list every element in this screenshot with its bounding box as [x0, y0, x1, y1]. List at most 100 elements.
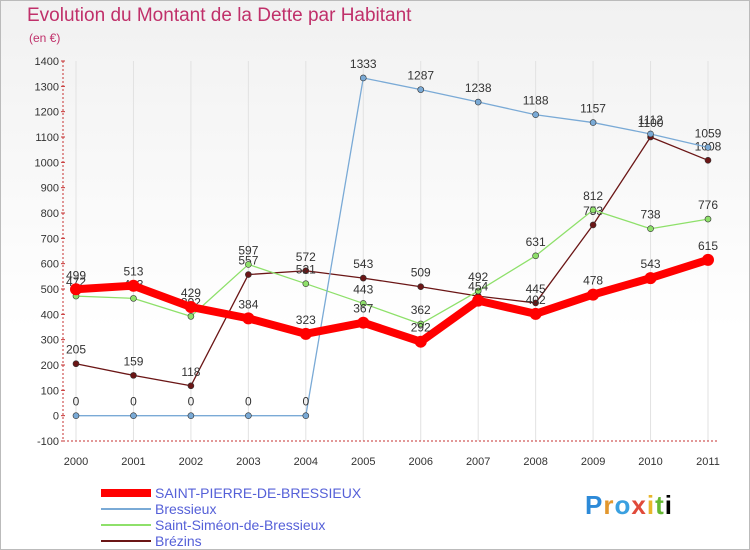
x-tick-label: 2006 — [408, 456, 432, 468]
data-point-brezins — [532, 299, 539, 307]
y-tick-label: 400 — [41, 309, 59, 321]
data-label-saint-pierre-de-bressieux: 499 — [66, 268, 86, 282]
data-point-saint-pierre-de-bressieux — [299, 327, 312, 340]
proxiti-logo: Proxiti — [585, 490, 673, 521]
series-line-bressieux — [75, 77, 709, 417]
logo-letter: o — [614, 490, 632, 520]
data-point-saint-simeon-de-bressieux — [302, 280, 310, 287]
data-point-saint-pierre-de-bressieux — [127, 279, 140, 292]
chart-unit: (en €) — [29, 31, 61, 45]
data-point-bressieux — [532, 111, 539, 119]
y-tick-label: 0 — [53, 411, 59, 423]
data-label-saint-simeon-de-bressieux: 812 — [583, 189, 603, 203]
logo-letter: P — [585, 490, 604, 520]
data-label-saint-pierre-de-bressieux: 323 — [296, 313, 316, 327]
data-label-saint-simeon-de-bressieux: 443 — [353, 282, 373, 296]
data-point-bressieux — [302, 412, 310, 419]
data-label-brezins: 557 — [238, 254, 258, 268]
data-label-bressieux: 1287 — [407, 69, 434, 83]
y-tick-label: 100 — [41, 385, 59, 397]
data-label-bressieux: 1333 — [350, 57, 377, 71]
data-label-saint-pierre-de-bressieux: 402 — [526, 293, 546, 307]
data-label-bressieux: 1112 — [638, 113, 663, 127]
data-label-bressieux: 1188 — [523, 94, 549, 108]
data-point-saint-pierre-de-bressieux — [644, 272, 657, 285]
data-label-brezins: 543 — [353, 257, 373, 271]
series-line-saint-pierre-de-bressieux — [72, 255, 712, 346]
x-tick-label: 2004 — [294, 456, 318, 468]
chart-legend: SAINT-PIERRE-DE-BRESSIEUX Bressieux Saint-… — [101, 485, 361, 549]
series-line-saint-simeon-de-bressieux — [75, 209, 709, 325]
data-label-saint-simeon-de-bressieux: 738 — [641, 208, 661, 222]
data-point-saint-pierre-de-bressieux — [529, 307, 542, 320]
data-point-saint-pierre-de-bressieux — [357, 316, 370, 329]
data-label-bressieux: 0 — [188, 395, 195, 409]
legend-swatch — [101, 540, 151, 542]
data-label-saint-pierre-de-bressieux: 615 — [698, 239, 718, 253]
data-point-brezins — [187, 382, 195, 390]
legend-item: SAINT-PIERRE-DE-BRESSIEUX — [101, 485, 361, 501]
legend-swatch — [101, 524, 151, 526]
data-point-saint-simeon-de-bressieux — [187, 313, 195, 320]
y-tick-label: 800 — [41, 208, 59, 220]
data-label-bressieux: 1059 — [695, 126, 722, 140]
data-label-saint-simeon-de-bressieux: 597 — [238, 243, 258, 257]
data-label-saint-pierre-de-bressieux: 292 — [411, 321, 431, 335]
logo-letter: i — [664, 490, 673, 520]
data-label-saint-pierre-de-bressieux: 367 — [353, 302, 373, 316]
x-tick-label: 2009 — [581, 456, 605, 468]
x-tick-label: 2001 — [121, 456, 145, 468]
data-label-brezins: 118 — [181, 365, 200, 379]
data-label-saint-pierre-de-bressieux: 513 — [123, 265, 143, 279]
data-point-bressieux — [417, 86, 425, 93]
x-tick-label: 2005 — [351, 456, 375, 468]
data-label-bressieux: 0 — [73, 395, 80, 409]
data-point-brezins — [72, 360, 80, 368]
y-tick-label: 600 — [41, 259, 59, 271]
data-point-saint-pierre-de-bressieux — [242, 312, 255, 325]
data-point-bressieux — [359, 74, 367, 82]
series-line-brezins — [75, 136, 709, 387]
legend-label: SAINT-PIERRE-DE-BRESSIEUX — [155, 485, 362, 501]
logo-letter: r — [603, 490, 615, 520]
legend-label: Saint-Siméon-de-Bressieux — [155, 517, 326, 533]
data-point-saint-pierre-de-bressieux — [702, 253, 714, 266]
legend-item: Brézins — [101, 533, 361, 549]
data-point-saint-simeon-de-bressieux — [532, 252, 539, 260]
data-point-saint-simeon-de-bressieux — [589, 206, 597, 214]
legend-item: Bressieux — [101, 501, 361, 517]
y-tick-label: 1200 — [35, 107, 59, 119]
data-point-bressieux — [704, 144, 712, 151]
data-label-saint-simeon-de-bressieux: 492 — [468, 270, 488, 284]
y-tick-label: 1400 — [35, 56, 59, 68]
y-tick-label: 1000 — [35, 157, 59, 169]
data-label-saint-pierre-de-bressieux: 478 — [583, 274, 603, 288]
data-label-brezins: 509 — [411, 266, 431, 280]
data-point-saint-simeon-de-bressieux — [647, 225, 654, 233]
y-tick-label: 900 — [41, 183, 59, 195]
data-point-saint-pierre-de-bressieux — [70, 283, 82, 296]
data-label-brezins: 572 — [296, 250, 316, 264]
data-point-brezins — [417, 283, 425, 291]
data-label-saint-pierre-de-bressieux: 429 — [181, 286, 201, 300]
data-point-saint-pierre-de-bressieux — [587, 288, 600, 301]
data-label-saint-pierre-de-bressieux: 384 — [238, 297, 258, 311]
data-point-bressieux — [245, 412, 252, 419]
logo-letter: x — [631, 490, 647, 520]
data-label-saint-simeon-de-bressieux: 362 — [411, 303, 431, 317]
legend-label: Bressieux — [155, 501, 217, 517]
data-label-bressieux: 1238 — [465, 81, 492, 95]
data-point-brezins — [704, 157, 712, 164]
data-point-saint-pierre-de-bressieux — [414, 335, 427, 348]
y-tick-label: 300 — [41, 335, 59, 347]
data-label-brezins: 445 — [526, 282, 546, 296]
data-label-brezins: 205 — [66, 343, 86, 357]
legend-label: Brézins — [155, 533, 202, 549]
data-label-bressieux: 0 — [245, 395, 252, 409]
data-point-saint-simeon-de-bressieux — [474, 287, 482, 295]
data-label-bressieux: 0 — [130, 395, 137, 409]
x-tick-label: 2000 — [64, 456, 88, 468]
x-tick-label: 2002 — [179, 456, 203, 468]
data-point-brezins — [589, 221, 597, 229]
